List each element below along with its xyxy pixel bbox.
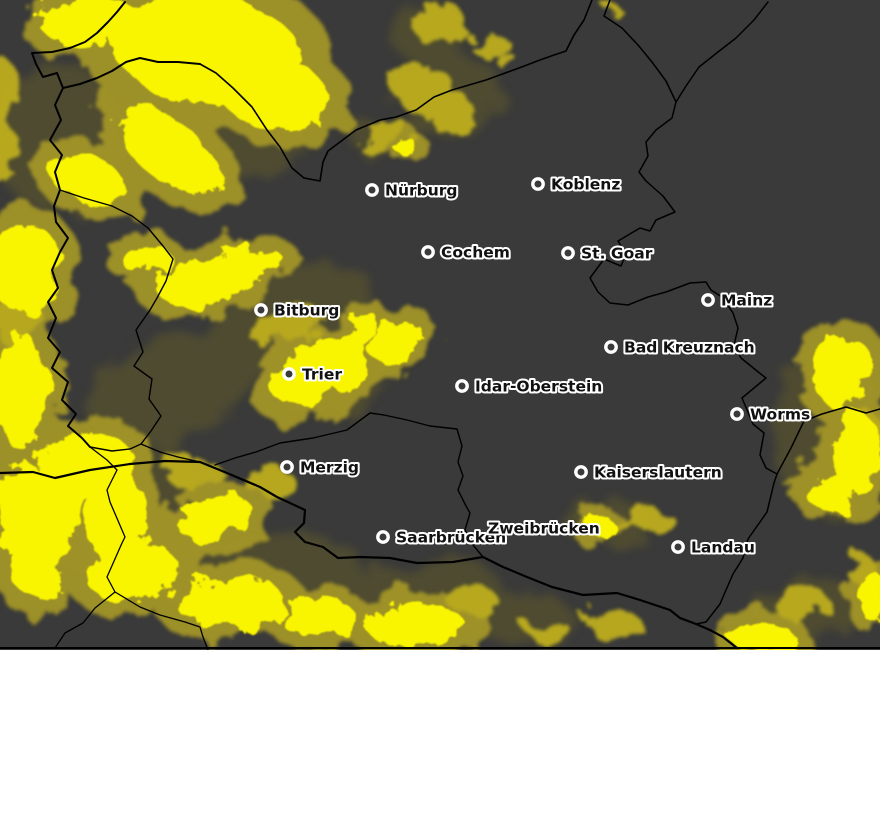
- cloudfree-patch: [444, 584, 496, 612]
- border-line: [54, 446, 126, 649]
- cloudfree-patch: [4, 493, 68, 597]
- city-marker: [280, 460, 294, 474]
- cloudfree-patch: [117, 106, 219, 194]
- city-marker: [421, 245, 435, 259]
- cloudfree-patch: [497, 55, 519, 69]
- map-canvas: Nürburg Koblenz Cochem St. Goar Bitburg Mainz…: [0, 0, 880, 650]
- cloudfree-patch: [178, 575, 282, 629]
- cloudfree-patch: [812, 336, 874, 408]
- city-label: Nürburg: [385, 182, 458, 200]
- border-line: [114, 591, 209, 650]
- border-line: [59, 189, 174, 445]
- city-label: Bad Kreuznach: [624, 339, 755, 357]
- cloudfree-patch: [242, 466, 294, 494]
- city-label: Kaiserslautern: [594, 464, 722, 482]
- city-marker: [531, 177, 545, 191]
- border-line: [199, 0, 593, 182]
- cloudfree-patch: [616, 521, 634, 533]
- cloudfree-core-layer: [0, 0, 880, 650]
- cloudfree-patch: [628, 506, 672, 530]
- city-label: Merzig: [300, 459, 359, 477]
- city-label: Koblenz: [551, 176, 620, 194]
- color-scale-ticks: 0102030405060708090100: [0, 650, 880, 830]
- border-line: [589, 0, 778, 625]
- border-line: [47, 87, 91, 448]
- cloudfree-patch: [271, 338, 369, 406]
- city-marker: [254, 303, 268, 317]
- cloudfree-patch: [0, 332, 48, 448]
- city-label: Trier: [302, 366, 342, 384]
- city-label: Mainz: [721, 292, 772, 310]
- border-line: [0, 459, 739, 650]
- city-label: Idar-Oberstein: [475, 378, 602, 396]
- cloudfree-patch: [119, 244, 171, 272]
- cloudfree-patch: [805, 474, 855, 510]
- cloudfree-patch: [609, 7, 623, 17]
- city-marker: [701, 293, 715, 307]
- cloudfree-patch: [412, 2, 468, 48]
- cloudfree-patch: [280, 598, 356, 638]
- city-marker: [376, 530, 390, 544]
- cloudfree-patch: [0, 222, 61, 314]
- border-line: [89, 443, 201, 463]
- cloudfree-patch: [389, 136, 415, 150]
- city-label: Zweibrücken: [488, 520, 600, 538]
- cloudfree-patch: [858, 574, 880, 622]
- cloudfree-patch: [0, 120, 18, 180]
- border-line: [776, 406, 880, 475]
- city-label: Worms: [750, 406, 810, 424]
- cloudfree-patch: [370, 320, 422, 364]
- city-marker: [574, 465, 588, 479]
- cloudfree-patch: [0, 57, 20, 133]
- cloudfree-patch: [832, 412, 880, 492]
- cloudfree-patch: [526, 619, 570, 641]
- city-marker: [561, 246, 575, 260]
- cloudfree-patch: [772, 584, 828, 620]
- cloudfree-patch: [470, 32, 510, 58]
- country-borders: [0, 0, 880, 650]
- cloudfree-patch: [728, 620, 792, 650]
- city-marker: [604, 340, 618, 354]
- border-line: [675, 1, 769, 103]
- city-label: St. Goar: [581, 245, 653, 263]
- cloudfree-patch: [582, 515, 614, 539]
- cloudfree-patch: [40, 0, 136, 45]
- city-marker: [282, 367, 296, 381]
- cloudfree-patch: [213, 53, 331, 131]
- city-labels: Nürburg Koblenz Cochem St. Goar Bitburg Mainz…: [254, 174, 812, 559]
- cloud-cover-map: Nürburg Koblenz Cochem St. Goar Bitburg Mainz…: [0, 0, 880, 650]
- cloudfree-patch: [248, 305, 322, 345]
- cloudfree-patch: [167, 459, 223, 491]
- map-footer: Gesamtbewölkung (in %) Modell: ICON-D2 0…: [0, 650, 880, 830]
- city-marker: [671, 540, 685, 554]
- city-label: Bitburg: [274, 302, 339, 320]
- cloudfree-patch: [86, 543, 178, 601]
- cloudfree-patch: [217, 247, 283, 281]
- cloudfree-patch: [584, 608, 640, 636]
- cloudfree-patch: [339, 313, 381, 347]
- border-line: [214, 412, 484, 558]
- city-marker: [365, 183, 379, 197]
- city-marker: [730, 407, 744, 421]
- city-label: Landau: [691, 539, 755, 557]
- city-label: Cochem: [441, 244, 510, 262]
- cloudfree-patch: [428, 96, 476, 132]
- city-marker: [455, 379, 469, 393]
- cloudfree-patch: [365, 603, 465, 647]
- border-line: [31, 1, 201, 89]
- cloudfree-patch: [177, 494, 253, 542]
- city-label: Saarbrücken: [396, 529, 506, 547]
